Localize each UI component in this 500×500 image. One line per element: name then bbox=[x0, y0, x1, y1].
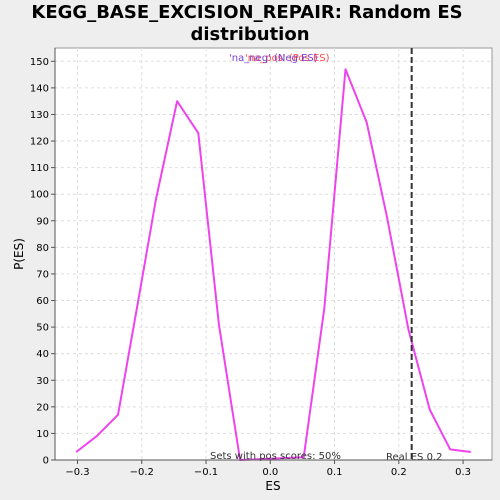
y-tick-label: 130 bbox=[30, 110, 49, 121]
plot-area bbox=[54, 47, 493, 461]
pos-scores-annotation: Sets with pos scores: 50% bbox=[210, 451, 341, 462]
y-tick-label: 100 bbox=[30, 190, 49, 201]
x-tick-label: −0.3 bbox=[65, 467, 89, 478]
legend-pos-label: 'na_pos' (Pos ES) bbox=[245, 53, 330, 64]
x-tick-label: 0.1 bbox=[327, 467, 343, 478]
y-tick-label: 30 bbox=[36, 376, 49, 387]
y-tick-label: 40 bbox=[36, 349, 49, 360]
real-es-label: Real ES 0.2 bbox=[386, 452, 442, 463]
legend-neg-label: 'na_neg' (Neg ES) bbox=[229, 53, 318, 64]
y-tick-label: 10 bbox=[36, 429, 49, 440]
y-tick-label: 20 bbox=[36, 402, 49, 413]
y-tick-label: 70 bbox=[36, 269, 49, 280]
x-tick-label: −0.2 bbox=[130, 467, 154, 478]
es-distribution-line bbox=[75, 68, 471, 461]
y-tick-label: 110 bbox=[30, 163, 49, 174]
chart-title-line-1: KEGG_BASE_EXCISION_REPAIR: Random ES bbox=[31, 2, 462, 23]
y-tick-label: 80 bbox=[36, 243, 49, 254]
grid-lines bbox=[55, 48, 492, 460]
y-tick-label: 90 bbox=[36, 216, 49, 227]
x-tick-label: 0.2 bbox=[391, 467, 407, 478]
y-axis-label: P(ES) bbox=[12, 238, 26, 270]
series-lines bbox=[75, 68, 471, 461]
chart-title-line-2: distribution bbox=[190, 24, 309, 45]
y-tick-label: 150 bbox=[30, 57, 49, 68]
y-tick-label: 140 bbox=[30, 83, 49, 94]
y-axis-ticks: 0 10 20 30 40 50 60 70 80 90 100 110 120 130 140 150 bbox=[30, 57, 55, 467]
x-axis-ticks: −0.3 −0.2 −0.1 0.0 0.1 0.2 0.3 bbox=[65, 460, 471, 478]
y-tick-label: 50 bbox=[36, 323, 49, 334]
y-tick-label: 0 bbox=[43, 456, 49, 467]
y-tick-label: 60 bbox=[36, 296, 49, 307]
x-axis-label: ES bbox=[265, 479, 280, 493]
x-tick-label: 0.3 bbox=[455, 467, 471, 478]
x-tick-label: −0.1 bbox=[194, 467, 218, 478]
x-tick-label: 0.0 bbox=[262, 467, 278, 478]
y-tick-label: 120 bbox=[30, 137, 49, 148]
legend: 'na_pos' (Pos ES) 'na_neg' (Neg ES) bbox=[229, 53, 330, 64]
